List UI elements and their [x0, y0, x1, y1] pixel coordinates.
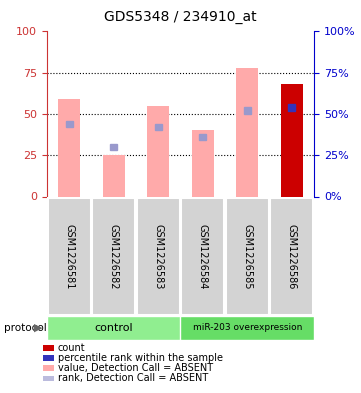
Bar — [199, 134, 206, 140]
Bar — [58, 99, 80, 196]
Text: GSM1226585: GSM1226585 — [242, 224, 252, 289]
Text: GSM1226582: GSM1226582 — [109, 224, 119, 289]
Bar — [280, 193, 303, 196]
Bar — [180, 316, 314, 340]
Bar — [47, 316, 180, 340]
Text: miR-203 overexpression: miR-203 overexpression — [193, 323, 302, 332]
Text: protocol: protocol — [4, 323, 46, 333]
Bar — [288, 107, 295, 114]
Bar — [288, 104, 295, 111]
Bar — [280, 84, 303, 196]
Bar — [181, 198, 224, 315]
Bar — [270, 198, 313, 315]
Text: ▶: ▶ — [34, 323, 42, 333]
Bar — [147, 106, 169, 196]
Bar — [244, 107, 251, 114]
Bar — [92, 198, 135, 315]
Text: value, Detection Call = ABSENT: value, Detection Call = ABSENT — [58, 363, 213, 373]
Text: GSM1226586: GSM1226586 — [287, 224, 297, 289]
Bar — [137, 198, 180, 315]
Bar — [48, 198, 91, 315]
Bar — [236, 68, 258, 196]
Bar — [66, 121, 73, 127]
Bar — [155, 124, 162, 130]
Text: control: control — [95, 323, 133, 333]
Bar — [226, 198, 269, 315]
Text: GSM1226583: GSM1226583 — [153, 224, 163, 289]
Bar — [103, 155, 125, 196]
Text: rank, Detection Call = ABSENT: rank, Detection Call = ABSENT — [58, 373, 208, 384]
Text: GDS5348 / 234910_at: GDS5348 / 234910_at — [104, 10, 257, 24]
Text: GSM1226584: GSM1226584 — [198, 224, 208, 289]
Text: count: count — [58, 343, 86, 353]
Text: GSM1226581: GSM1226581 — [64, 224, 74, 289]
Bar — [192, 130, 214, 196]
Text: percentile rank within the sample: percentile rank within the sample — [58, 353, 223, 363]
Bar — [110, 144, 117, 150]
